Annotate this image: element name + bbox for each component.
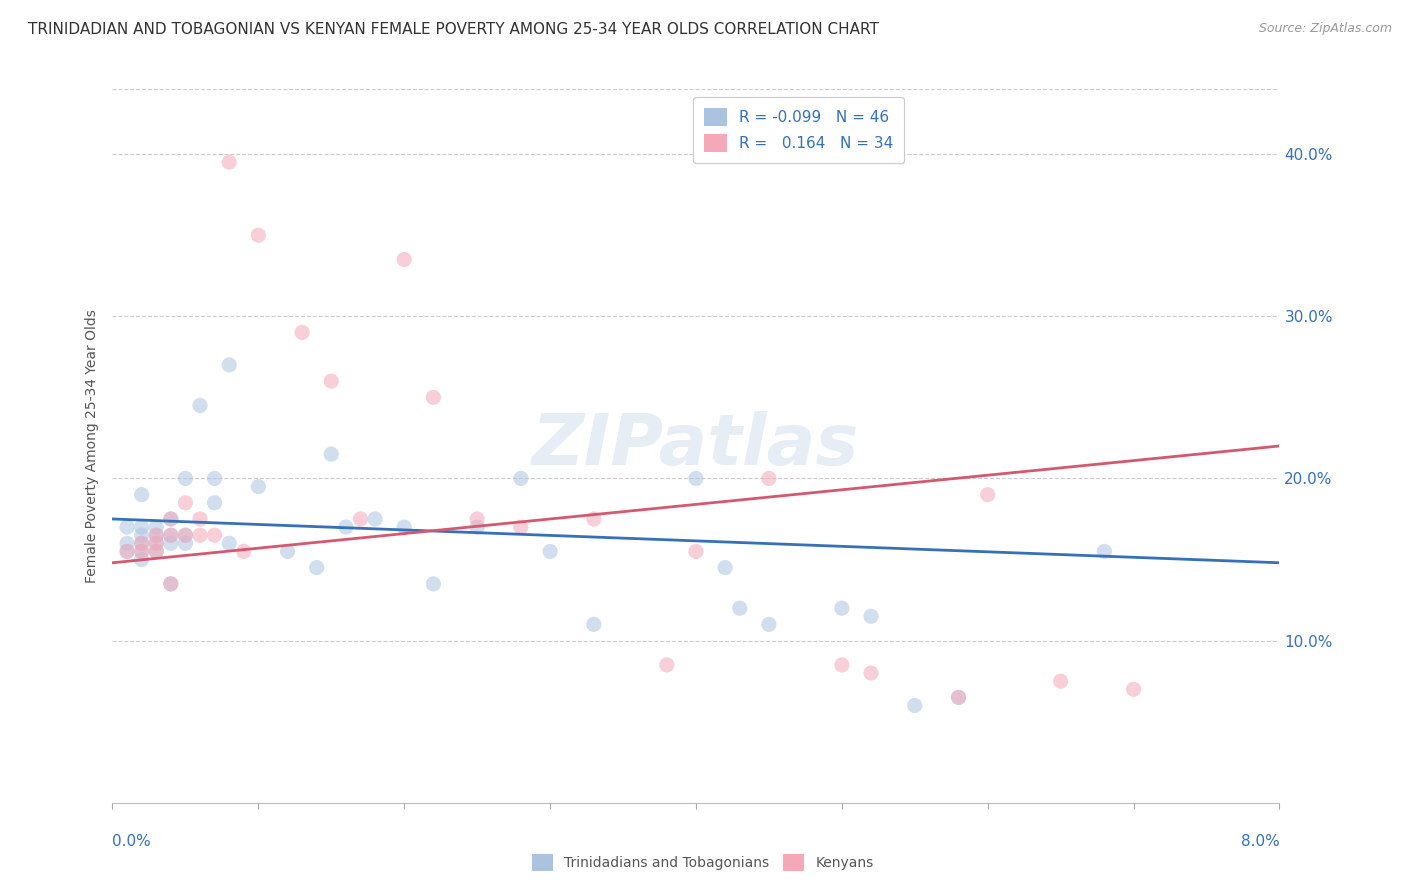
Point	[160, 577, 183, 591]
Point	[364, 512, 387, 526]
Point	[321, 447, 343, 461]
Point	[758, 471, 780, 485]
Point	[422, 577, 444, 591]
Point	[1049, 674, 1071, 689]
Legend: R = -0.099   N = 46, R =   0.164   N = 34: R = -0.099 N = 46, R = 0.164 N = 34	[693, 97, 904, 163]
Point	[174, 528, 197, 542]
Point	[131, 528, 153, 542]
Point	[131, 536, 153, 550]
Point	[509, 471, 531, 485]
Point	[582, 512, 605, 526]
Y-axis label: Female Poverty Among 25-34 Year Olds: Female Poverty Among 25-34 Year Olds	[84, 309, 98, 583]
Point	[131, 488, 153, 502]
Point	[685, 544, 707, 558]
Point	[904, 698, 927, 713]
Text: 8.0%: 8.0%	[1240, 834, 1279, 849]
Point	[232, 544, 254, 558]
Point	[976, 488, 998, 502]
Point	[758, 617, 780, 632]
Point	[582, 617, 605, 632]
Point	[349, 512, 371, 526]
Point	[145, 528, 167, 542]
Point	[392, 252, 416, 267]
Point	[115, 536, 138, 550]
Text: ZIPatlas: ZIPatlas	[533, 411, 859, 481]
Point	[276, 544, 298, 558]
Point	[131, 544, 153, 558]
Point	[509, 520, 531, 534]
Point	[859, 666, 883, 681]
Point	[160, 512, 183, 526]
Point	[131, 520, 153, 534]
Point	[218, 155, 240, 169]
Point	[305, 560, 328, 574]
Point	[188, 512, 211, 526]
Text: TRINIDADIAN AND TOBAGONIAN VS KENYAN FEMALE POVERTY AMONG 25-34 YEAR OLDS CORREL: TRINIDADIAN AND TOBAGONIAN VS KENYAN FEM…	[28, 22, 879, 37]
Point	[145, 520, 167, 534]
Point	[174, 536, 197, 550]
Point	[145, 544, 167, 558]
Point	[174, 528, 197, 542]
Point	[204, 496, 226, 510]
Point	[174, 496, 197, 510]
Point	[948, 690, 970, 705]
Point	[131, 544, 153, 558]
Point	[831, 657, 853, 672]
Point	[188, 399, 211, 413]
Point	[188, 528, 211, 542]
Point	[538, 544, 561, 558]
Point	[115, 544, 138, 558]
Text: Source: ZipAtlas.com: Source: ZipAtlas.com	[1258, 22, 1392, 36]
Point	[321, 374, 343, 388]
Point	[145, 544, 167, 558]
Point	[465, 512, 488, 526]
Point	[247, 479, 270, 493]
Point	[160, 528, 183, 542]
Text: 0.0%: 0.0%	[112, 834, 152, 849]
Point	[685, 471, 707, 485]
Point	[948, 690, 970, 705]
Point	[1122, 682, 1144, 697]
Legend: Trinidadians and Tobagonians, Kenyans: Trinidadians and Tobagonians, Kenyans	[527, 848, 879, 876]
Point	[131, 536, 153, 550]
Point	[160, 536, 183, 550]
Point	[204, 471, 226, 485]
Point	[714, 560, 737, 574]
Point	[335, 520, 357, 534]
Point	[728, 601, 751, 615]
Point	[218, 536, 240, 550]
Point	[115, 544, 138, 558]
Point	[131, 552, 153, 566]
Point	[145, 536, 167, 550]
Point	[145, 536, 167, 550]
Point	[160, 577, 183, 591]
Point	[831, 601, 853, 615]
Point	[859, 609, 883, 624]
Point	[291, 326, 314, 340]
Point	[392, 520, 416, 534]
Point	[174, 471, 197, 485]
Point	[160, 512, 183, 526]
Point	[218, 358, 240, 372]
Point	[204, 528, 226, 542]
Point	[160, 528, 183, 542]
Point	[465, 520, 488, 534]
Point	[247, 228, 270, 243]
Point	[1094, 544, 1116, 558]
Point	[145, 528, 167, 542]
Point	[655, 657, 678, 672]
Point	[422, 390, 444, 404]
Point	[115, 520, 138, 534]
